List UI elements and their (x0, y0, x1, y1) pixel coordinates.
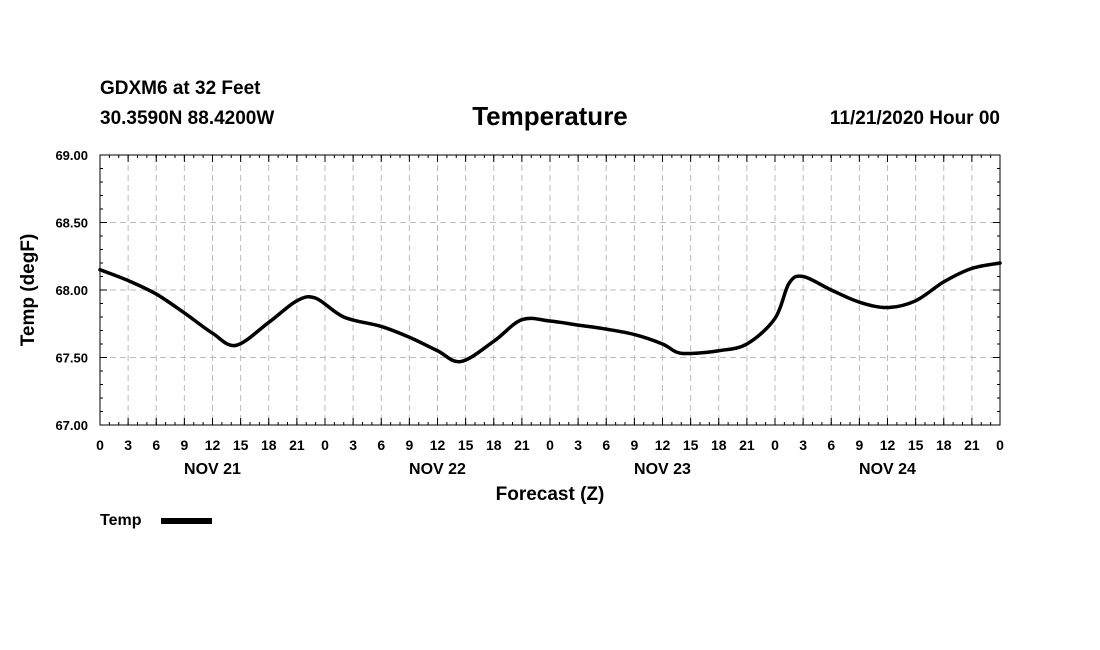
x-tick-label: 18 (936, 437, 952, 453)
x-tick-label: 12 (880, 437, 896, 453)
x-tick-label: 6 (602, 437, 610, 453)
day-label: NOV 23 (634, 461, 691, 478)
x-tick-label: 6 (377, 437, 385, 453)
day-label: NOV 22 (409, 461, 466, 478)
x-tick-label: 12 (205, 437, 221, 453)
y-tick-label: 67.50 (55, 351, 88, 366)
y-tick-labels: 69.00 68.50 68.00 67.50 67.00 (55, 148, 88, 433)
x-tick-label: 3 (349, 437, 357, 453)
x-tick-label: 0 (546, 437, 554, 453)
x-tick-label: 21 (739, 437, 755, 453)
y-tick-label: 69.00 (55, 148, 88, 163)
x-tick-label: 0 (771, 437, 779, 453)
x-tick-label: 12 (655, 437, 671, 453)
x-tick-label: 15 (683, 437, 699, 453)
x-tick-label: 9 (405, 437, 413, 453)
x-tick-label: 9 (855, 437, 863, 453)
y-tick-label: 68.00 (55, 283, 88, 298)
x-tick-labels: 0 3 6 9 12 15 18 21 0 3 6 9 12 15 18 21 0 3 6 9 12 15 18 21 0 3 6 9… (96, 437, 1004, 453)
x-tick-label: 3 (124, 437, 132, 453)
x-tick-label: 3 (574, 437, 582, 453)
y-axis-label: Temp (degF) (18, 234, 39, 347)
chart-title: Temperature (472, 101, 628, 131)
station-label: GDXM6 at 32 Feet (100, 78, 261, 99)
x-tick-label: 21 (964, 437, 980, 453)
x-tick-label: 9 (630, 437, 638, 453)
x-tick-label: 0 (996, 437, 1004, 453)
series-line-temp (98, 261, 1002, 364)
x-tick-label: 15 (233, 437, 249, 453)
x-axis-label: Forecast (Z) (496, 484, 605, 505)
x-tick-label: 12 (430, 437, 446, 453)
x-tick-label: 21 (289, 437, 305, 453)
location-label: 30.3590N 88.4200W (100, 108, 274, 129)
day-label: NOV 24 (859, 461, 916, 478)
grid-lines (100, 155, 1000, 425)
x-tick-label: 18 (261, 437, 277, 453)
y-tick-label: 67.00 (55, 418, 88, 433)
x-tick-label: 18 (711, 437, 727, 453)
axis-ticks (99, 154, 1001, 426)
x-tick-label: 18 (486, 437, 502, 453)
legend-label: Temp (100, 512, 142, 529)
x-tick-label: 15 (458, 437, 474, 453)
x-tick-label: 3 (799, 437, 807, 453)
x-tick-label: 21 (514, 437, 530, 453)
day-label: NOV 21 (184, 461, 241, 478)
x-tick-label: 6 (827, 437, 835, 453)
x-tick-label: 0 (96, 437, 104, 453)
x-tick-label: 15 (908, 437, 924, 453)
x-tick-label: 0 (321, 437, 329, 453)
datetime-label: 11/21/2020 Hour 00 (830, 108, 1000, 129)
day-labels: NOV 21 NOV 22 NOV 23 NOV 24 (184, 461, 916, 478)
y-tick-label: 68.50 (55, 216, 88, 231)
x-tick-label: 6 (152, 437, 160, 453)
x-tick-label: 9 (180, 437, 188, 453)
